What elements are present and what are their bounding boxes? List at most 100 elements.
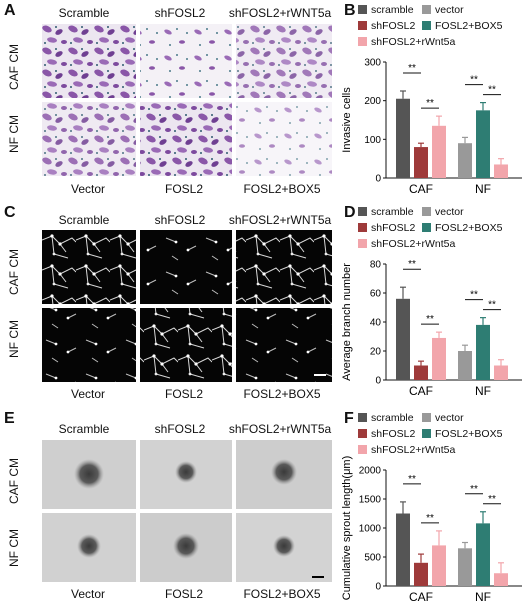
legend-swatch: [358, 429, 367, 438]
legend-label: scramble: [371, 4, 414, 16]
legend-label: shFOSL2+rWnt5a: [371, 36, 455, 48]
image-c-caf-rwnt5a: [236, 230, 332, 304]
bar: [494, 573, 508, 586]
col-label-vector: Vector: [70, 387, 106, 401]
y-tick-label: 100: [364, 135, 381, 146]
group-label: CAF: [409, 182, 433, 196]
legend-label: FOSL2+BOX5: [435, 20, 503, 32]
bar: [432, 125, 446, 178]
y-tick-label: 200: [364, 96, 381, 107]
sig-label: **: [408, 474, 416, 485]
legend-swatch: [358, 37, 367, 46]
legend-label: scramble: [371, 412, 414, 424]
panel-letter-e: E: [4, 410, 15, 427]
col-label-scramble: Scramble: [58, 422, 110, 436]
image-c-nf-vector: [42, 308, 136, 382]
row-label-caf-cm: CAF CM: [7, 44, 21, 90]
legend-swatch: [358, 207, 367, 216]
group-label: CAF: [409, 590, 433, 604]
y-tick-label: 300: [364, 58, 381, 69]
chart-d: scramble vector shFOSL2 FOSL2+BOX5 shFOSL2+r…: [341, 206, 522, 398]
legend-swatch: [422, 429, 431, 438]
legend-swatch: [358, 445, 367, 454]
col-label-vector: Vector: [70, 182, 106, 196]
legend-label: scramble: [371, 206, 414, 218]
col-label-shfosl2: shFOSL2: [154, 422, 206, 436]
col-label-vector: Vector: [70, 587, 106, 601]
y-tick-label: 40: [370, 318, 382, 329]
legend-label: vector: [435, 4, 464, 16]
scale-bar: [314, 374, 326, 376]
legend-label: vector: [435, 206, 464, 218]
legend-swatch: [422, 5, 431, 14]
bar: [414, 562, 428, 586]
y-tick-label: 1000: [359, 524, 382, 535]
y-tick-label: 2000: [359, 466, 382, 477]
sig-label: **: [408, 63, 416, 74]
col-label-fosl2: FOSL2: [164, 387, 203, 401]
row-label-nf-cm: NF CM: [7, 529, 21, 567]
row-label-nf-cm: NF CM: [7, 115, 21, 153]
image-c-caf-scramble: [42, 230, 136, 304]
y-tick-label: 1500: [359, 495, 382, 506]
legend-swatch: [358, 239, 367, 248]
legend-swatch: [358, 21, 367, 30]
legend-label: FOSL2+BOX5: [435, 222, 503, 234]
sig-label: **: [408, 259, 416, 270]
bar: [458, 548, 472, 586]
row-label-caf-cm: CAF CM: [7, 458, 21, 504]
panel-letter-c: C: [4, 204, 16, 221]
group-label: CAF: [409, 384, 433, 398]
tube-formation-images: [42, 230, 332, 382]
y-tick-label: 80: [370, 260, 382, 271]
panel-letter-a: A: [4, 2, 16, 19]
legend-swatch: [422, 21, 431, 30]
image-a-caf-shfosl2: [140, 24, 232, 98]
legend-label: shFOSL2: [371, 428, 416, 440]
image-c-nf-box5: [236, 308, 332, 382]
legend-label: vector: [435, 412, 464, 424]
col-label-fosl2-box5: FOSL2+BOX5: [243, 587, 321, 601]
chart-f: scramble vector shFOSL2 FOSL2+BOX5 shFOSL2+r…: [341, 412, 522, 604]
legend-swatch: [422, 207, 431, 216]
sig-label: **: [470, 75, 478, 86]
bar: [414, 365, 428, 380]
bar: [476, 324, 490, 380]
bar: [458, 351, 472, 380]
bar: [396, 513, 410, 586]
bar: [476, 523, 490, 586]
bar: [458, 143, 472, 178]
legend-label: shFOSL2+rWnt5a: [371, 444, 455, 456]
legend-swatch: [358, 5, 367, 14]
legend-swatch: [358, 413, 367, 422]
y-tick-label: 500: [364, 553, 381, 564]
col-label-fosl2: FOSL2: [164, 587, 203, 601]
image-a-nf-fosl2: [140, 102, 232, 176]
row-label-nf-cm: NF CM: [7, 320, 21, 358]
group-label: NF: [475, 182, 491, 196]
bar: [494, 365, 508, 380]
bar: [476, 110, 490, 178]
image-a-nf-box5: [236, 102, 332, 176]
invasion-images: [42, 24, 332, 176]
bar: [414, 147, 428, 178]
spheroid-images: [42, 440, 332, 582]
bar: [432, 545, 446, 586]
legend-label: FOSL2+BOX5: [435, 428, 503, 440]
legend-swatch: [422, 223, 431, 232]
y-tick-label: 20: [370, 347, 382, 358]
chart-b: scramble vector shFOSL2 FOSL2+BOX5 shFOSL2+r…: [341, 4, 522, 196]
scale-bar: [312, 576, 324, 578]
bar: [396, 298, 410, 380]
y-axis-label: Invasive cells: [341, 87, 353, 153]
image-a-caf-scramble: [42, 24, 136, 98]
sig-label: **: [426, 98, 434, 109]
legend-swatch: [422, 413, 431, 422]
y-tick-label: 0: [375, 582, 381, 593]
image-c-nf-fosl2: [140, 308, 232, 382]
col-label-scramble: Scramble: [58, 6, 110, 20]
legend-swatch: [358, 223, 367, 232]
y-tick-label: 0: [375, 174, 381, 185]
image-a-nf-vector: [42, 102, 136, 176]
col-label-shfosl2-rwnt5a: shFOSL2+rWNT5a: [228, 6, 332, 20]
